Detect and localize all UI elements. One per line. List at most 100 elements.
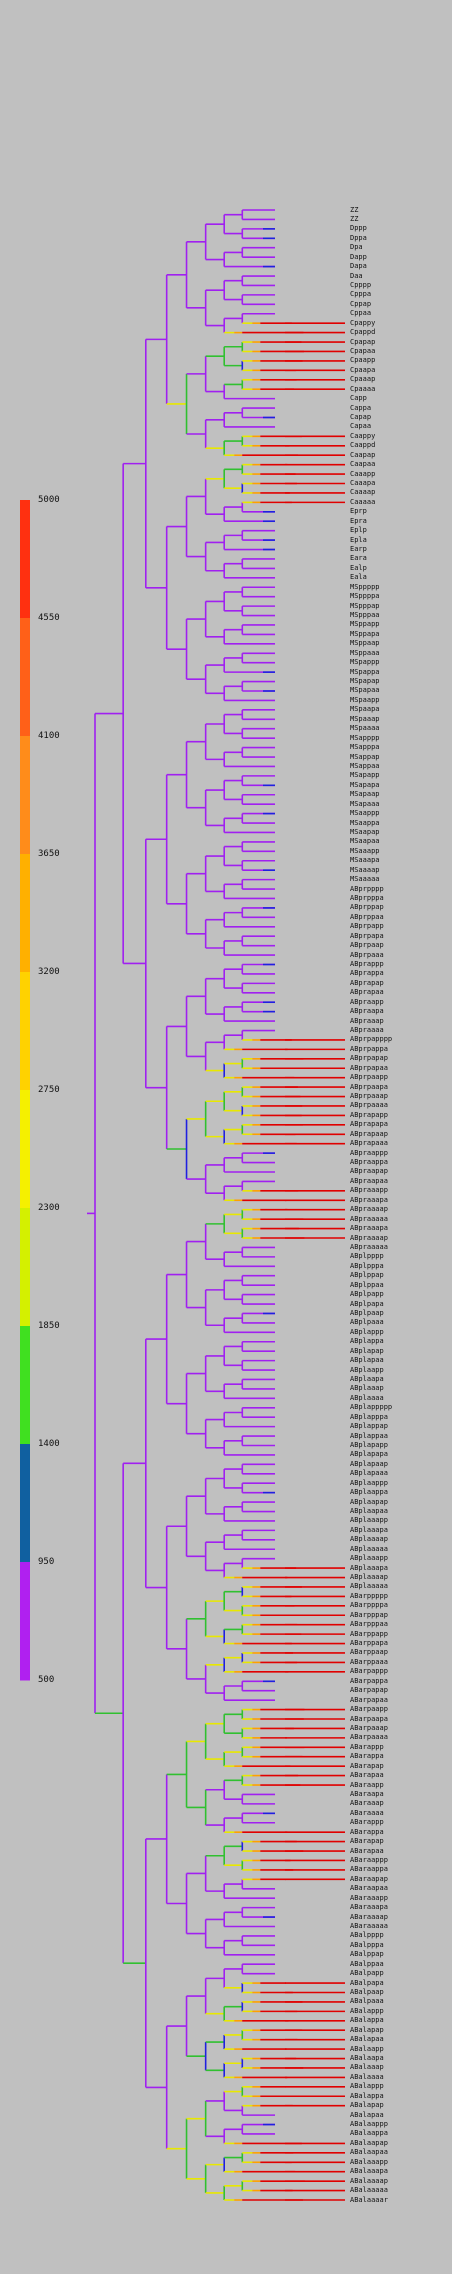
leaf-label: ABarpapap	[350, 1686, 388, 1695]
leaf-label: MSppaaa	[350, 648, 380, 657]
leaf-label: ABplpapp	[350, 1290, 384, 1299]
leaf-label: MSappaa	[350, 761, 380, 770]
legend-tick-label: 500	[38, 1675, 55, 1685]
leaf-label: ABplpaap	[350, 1308, 384, 1317]
leaf-label: ABprppap	[350, 903, 384, 912]
leaf-label: ABalpapp	[350, 1969, 384, 1978]
leaf-label: ABalappa	[350, 2091, 384, 2100]
legend-tick-label: 950	[38, 1557, 55, 1567]
legend-band	[20, 500, 30, 619]
leaf-label: Epra	[350, 516, 367, 525]
leaf-label: MSapapa	[350, 780, 380, 789]
leaf-label: Eplp	[350, 526, 367, 535]
leaf-label: Eprp	[350, 507, 367, 516]
legend-tick-label: 5000	[38, 495, 60, 505]
legend-tick-label: 3200	[38, 967, 60, 977]
leaf-label: ABpraappp	[350, 1148, 388, 1157]
leaf-label: ABpraapa	[350, 1007, 384, 1016]
leaf-label: MSppapa	[350, 629, 380, 638]
leaf-label: Caaapp	[350, 469, 376, 478]
leaf-label: ABalappa	[350, 2016, 384, 2025]
leaf-label: ABplappa	[350, 1337, 384, 1346]
leaf-label: ABplaaapa	[350, 1563, 388, 1572]
legend-tick-label: 3650	[38, 849, 60, 859]
leaf-label: Cpappd	[350, 328, 376, 337]
leaf-label: ABalaapaa	[350, 2148, 388, 2157]
leaf-label: ABarppaap	[350, 1648, 388, 1657]
legend-band	[20, 1208, 30, 1327]
leaf-label: ABplaapp	[350, 1365, 384, 1374]
leaf-label: ABarppapa	[350, 1639, 388, 1648]
leaf-label: ABprpapppp	[350, 1035, 393, 1044]
leaf-label: ABprpppp	[350, 884, 384, 893]
leaf-label: ABprapaa	[350, 988, 384, 997]
leaf-label: ABalaaaa	[350, 2072, 384, 2081]
leaf-label: ABplapap	[350, 1346, 384, 1355]
leaf-label: ABplappap	[350, 1422, 388, 1431]
leaf-label: MSaaapp	[350, 846, 380, 855]
leaf-label: MSaaaaa	[350, 875, 380, 884]
leaf-label: Cpaapp	[350, 356, 376, 365]
leaf-label: ABplaappp	[350, 1478, 388, 1487]
leaf-label: ABplappaa	[350, 1431, 388, 1440]
leaf-label: ABplapppa	[350, 1412, 388, 1421]
leaf-label: ABprpaaa	[350, 950, 384, 959]
leaf-label: ABplpapa	[350, 1299, 384, 1308]
leaf-label: ABprpaaap	[350, 1092, 388, 1101]
leaf-label: Cpapap	[350, 337, 376, 346]
leaf-label: ABalaaap	[350, 2063, 384, 2072]
leaf-label: ABplaaaaa	[350, 1582, 388, 1591]
leaf-label: MSapppp	[350, 733, 380, 742]
leaf-label: Caaaap	[350, 488, 376, 497]
leaf-label: ABaraapp	[350, 1780, 384, 1789]
leaf-label: ABalaappp	[350, 2120, 388, 2129]
leaf-label: ABaraapap	[350, 1874, 388, 1883]
leaf-label: ABpraaaa	[350, 1026, 384, 1035]
leaf-label: ABalpppa	[350, 1940, 384, 1949]
leaf-label: ABaraaapa	[350, 1903, 388, 1912]
leaf-label: MSaapap	[350, 827, 380, 836]
legend-band	[20, 1090, 30, 1209]
leaf-label: ABalpapa	[350, 1978, 384, 1987]
leaf-label: ABalapap	[350, 2101, 384, 2110]
leaf-label: ABalapaa	[350, 2035, 384, 2044]
leaf-label: MSpaapa	[350, 705, 380, 714]
leaf-label: MSpaaaa	[350, 724, 380, 733]
leaf-label: ABalpaap	[350, 1988, 384, 1996]
leaf-label: MSppaap	[350, 639, 380, 648]
leaf-label: ABplaaap	[350, 1384, 384, 1393]
leaf-label: ABalapaa	[350, 2110, 384, 2119]
leaf-label: Cappa	[350, 403, 372, 412]
leaf-label: ABprpappa	[350, 1044, 388, 1053]
leaf-label: ABarapaa	[350, 1771, 384, 1780]
leaf-label: ABaraaap	[350, 1799, 384, 1808]
leaf-label: ABprpaapp	[350, 1073, 388, 1082]
leaf-label: ABplappppp	[350, 1403, 393, 1412]
legend-tick-label: 4100	[38, 731, 60, 741]
leaf-label: ABplpppa	[350, 1261, 384, 1270]
leaf-label: ABpraapaa	[350, 1176, 388, 1185]
leaf-label: ABprpppa	[350, 893, 384, 902]
leaf-label: ABpraaapa	[350, 1195, 388, 1204]
leaf-label: ABalaaaap	[350, 2176, 388, 2185]
leaf-label: Cpaapa	[350, 365, 376, 374]
leaf-label: ABalpppp	[350, 1931, 384, 1940]
leaf-label: ABalappp	[350, 2006, 384, 2015]
leaf-label: ABprapapp	[350, 1110, 388, 1119]
leaf-label: MSaappa	[350, 818, 380, 827]
leaf-label: MSaappp	[350, 809, 380, 818]
leaf-label: Eara	[350, 554, 367, 563]
leaf-label: Capp	[350, 394, 367, 403]
leaf-label: ABprapaap	[350, 1129, 388, 1138]
leaf-label: MSapaaa	[350, 799, 380, 808]
leaf-label: ABpraaap	[350, 1016, 384, 1025]
leaf-label: Daa	[350, 271, 363, 280]
leaf-label: ABarpppaa	[350, 1620, 388, 1629]
leaf-label: ABprapaaa	[350, 1139, 388, 1148]
leaf-label: ABprapap	[350, 978, 384, 987]
legend-band	[20, 736, 30, 855]
leaf-label: ABalppap	[350, 1950, 384, 1959]
leaf-label: ABarpaaaa	[350, 1733, 388, 1742]
leaf-label: ABpraaaap	[350, 1205, 388, 1214]
legend-band	[20, 1326, 30, 1445]
